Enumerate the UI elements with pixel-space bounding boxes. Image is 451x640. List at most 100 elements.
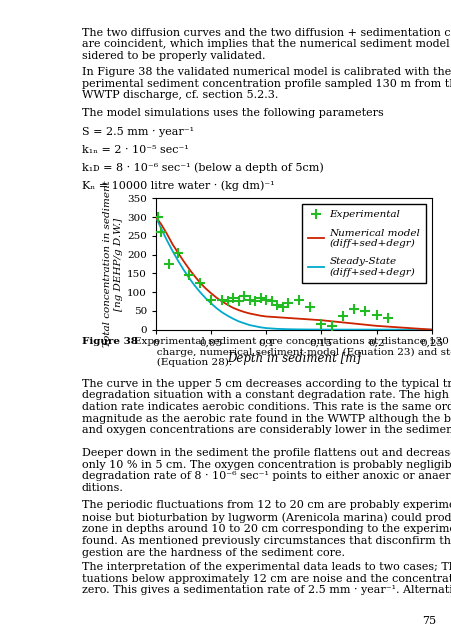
Experimental [339, 312, 346, 322]
Numerical model
(diff+sed+degr) [258, 312, 263, 319]
Experimental [251, 296, 258, 307]
Steady-State
(diff+sed+degr) [351, 326, 356, 333]
Experimental [383, 313, 390, 323]
Steady-State
(diff+sed+degr) [258, 323, 263, 331]
Numerical model
(diff+sed+degr) [362, 321, 368, 328]
Steady-State
(diff+sed+degr) [340, 326, 345, 333]
Numerical model
(diff+sed+degr) [186, 265, 191, 273]
Numerical model
(diff+sed+degr) [197, 279, 202, 287]
Steady-State
(diff+sed+degr) [170, 247, 175, 255]
Numerical model
(diff+sed+degr) [213, 294, 219, 301]
X-axis label: Depth in sediment [m]: Depth in sediment [m] [226, 352, 360, 365]
Numerical model
(diff+sed+degr) [268, 313, 274, 321]
Numerical model
(diff+sed+degr) [219, 298, 224, 305]
Text: The interpretation of the experimental data leads to two cases; The fluc-
tuatio: The interpretation of the experimental d… [82, 562, 451, 595]
Experimental [295, 294, 302, 305]
Numerical model
(diff+sed+degr) [263, 313, 268, 321]
Steady-State
(diff+sed+degr) [164, 237, 169, 244]
Numerical model
(diff+sed+degr) [395, 323, 400, 331]
Numerical model
(diff+sed+degr) [274, 314, 279, 321]
Steady-State
(diff+sed+degr) [268, 324, 274, 332]
Steady-State
(diff+sed+degr) [373, 326, 378, 333]
Steady-State
(diff+sed+degr) [219, 308, 224, 316]
Experimental [306, 302, 313, 312]
Text: Experimental sediment core concentrations at distance 130 from dis-
       charg: Experimental sediment core concentration… [133, 337, 451, 367]
Numerical model
(diff+sed+degr) [230, 304, 235, 312]
Experimental [257, 292, 264, 303]
Experimental [273, 300, 280, 310]
Text: The model simulations uses the following parameters: The model simulations uses the following… [82, 108, 383, 118]
Numerical model
(diff+sed+degr) [428, 326, 433, 333]
Steady-State
(diff+sed+degr) [241, 319, 246, 327]
Text: The two diffusion curves and the two diffusion + sedimentation curves
are coinci: The two diffusion curves and the two dif… [82, 28, 451, 61]
Experimental [284, 298, 291, 308]
Steady-State
(diff+sed+degr) [274, 325, 279, 333]
Steady-State
(diff+sed+degr) [153, 213, 158, 221]
Experimental [154, 212, 161, 222]
Numerical model
(diff+sed+degr) [170, 240, 175, 248]
Steady-State
(diff+sed+degr) [158, 225, 164, 233]
Steady-State
(diff+sed+degr) [191, 282, 197, 289]
Experimental [279, 302, 286, 312]
Steady-State
(diff+sed+degr) [329, 326, 334, 333]
Steady-State
(diff+sed+degr) [213, 305, 219, 312]
Numerical model
(diff+sed+degr) [296, 315, 301, 323]
Text: Deeper down in the sediment the profile flattens out and decreases with
only 10 : Deeper down in the sediment the profile … [82, 448, 451, 493]
Steady-State
(diff+sed+degr) [208, 300, 213, 307]
Numerical model
(diff+sed+degr) [351, 320, 356, 328]
Steady-State
(diff+sed+degr) [225, 312, 230, 319]
Text: Kₙ = 10000 litre water · (kg dm)⁻¹: Kₙ = 10000 litre water · (kg dm)⁻¹ [82, 180, 274, 191]
Text: S = 2.5 mm · year⁻¹: S = 2.5 mm · year⁻¹ [82, 127, 193, 137]
Text: 75: 75 [421, 616, 435, 626]
Steady-State
(diff+sed+degr) [246, 321, 252, 329]
Experimental [229, 292, 236, 303]
Experimental [350, 304, 357, 314]
Steady-State
(diff+sed+degr) [202, 294, 208, 302]
Numerical model
(diff+sed+degr) [241, 308, 246, 316]
Numerical model
(diff+sed+degr) [307, 316, 313, 323]
Experimental [174, 248, 181, 258]
Numerical model
(diff+sed+degr) [208, 289, 213, 297]
Experimental [262, 294, 269, 305]
Experimental [207, 294, 214, 305]
Steady-State
(diff+sed+degr) [307, 326, 313, 333]
Text: k₁ᴅ = 8 · 10⁻⁶ sec⁻¹ (below a depth of 5cm): k₁ᴅ = 8 · 10⁻⁶ sec⁻¹ (below a depth of 5… [82, 163, 323, 173]
Numerical model
(diff+sed+degr) [280, 314, 285, 321]
Experimental [328, 321, 335, 331]
Steady-State
(diff+sed+degr) [197, 288, 202, 296]
Steady-State
(diff+sed+degr) [318, 326, 323, 333]
Numerical model
(diff+sed+degr) [252, 311, 258, 319]
Steady-State
(diff+sed+degr) [362, 326, 368, 333]
Steady-State
(diff+sed+degr) [252, 323, 258, 330]
Steady-State
(diff+sed+degr) [263, 324, 268, 332]
Numerical model
(diff+sed+degr) [373, 322, 378, 330]
Experimental [165, 259, 172, 269]
Numerical model
(diff+sed+degr) [164, 230, 169, 238]
Text: The curve in the upper 5 cm decreases according to the typical transport-
degrad: The curve in the upper 5 cm decreases ac… [82, 379, 451, 435]
Experimental [317, 319, 324, 329]
Steady-State
(diff+sed+degr) [428, 326, 433, 333]
Steady-State
(diff+sed+degr) [180, 266, 186, 273]
Steady-State
(diff+sed+degr) [296, 326, 301, 333]
Numerical model
(diff+sed+degr) [246, 310, 252, 317]
Numerical model
(diff+sed+degr) [318, 316, 323, 324]
Numerical model
(diff+sed+degr) [406, 324, 411, 332]
Experimental [267, 296, 275, 307]
Numerical model
(diff+sed+degr) [384, 323, 389, 330]
Experimental [224, 296, 231, 307]
Experimental [235, 296, 242, 307]
Text: Figure 38: Figure 38 [82, 337, 138, 346]
Steady-State
(diff+sed+degr) [186, 274, 191, 282]
Experimental [245, 294, 253, 305]
Experimental [240, 291, 247, 301]
Experimental [185, 270, 192, 280]
Experimental [196, 278, 203, 288]
Line: Numerical model
(diff+sed+degr): Numerical model (diff+sed+degr) [156, 217, 431, 330]
Line: Steady-State
(diff+sed+degr): Steady-State (diff+sed+degr) [156, 217, 431, 330]
Numerical model
(diff+sed+degr) [417, 325, 423, 333]
Steady-State
(diff+sed+degr) [175, 257, 180, 264]
Numerical model
(diff+sed+degr) [191, 272, 197, 280]
Experimental [218, 294, 225, 305]
Numerical model
(diff+sed+degr) [340, 319, 345, 326]
Text: In Figure 38 the validated numerical model is calibrated with the ex-
perimental: In Figure 38 the validated numerical mod… [82, 67, 451, 100]
